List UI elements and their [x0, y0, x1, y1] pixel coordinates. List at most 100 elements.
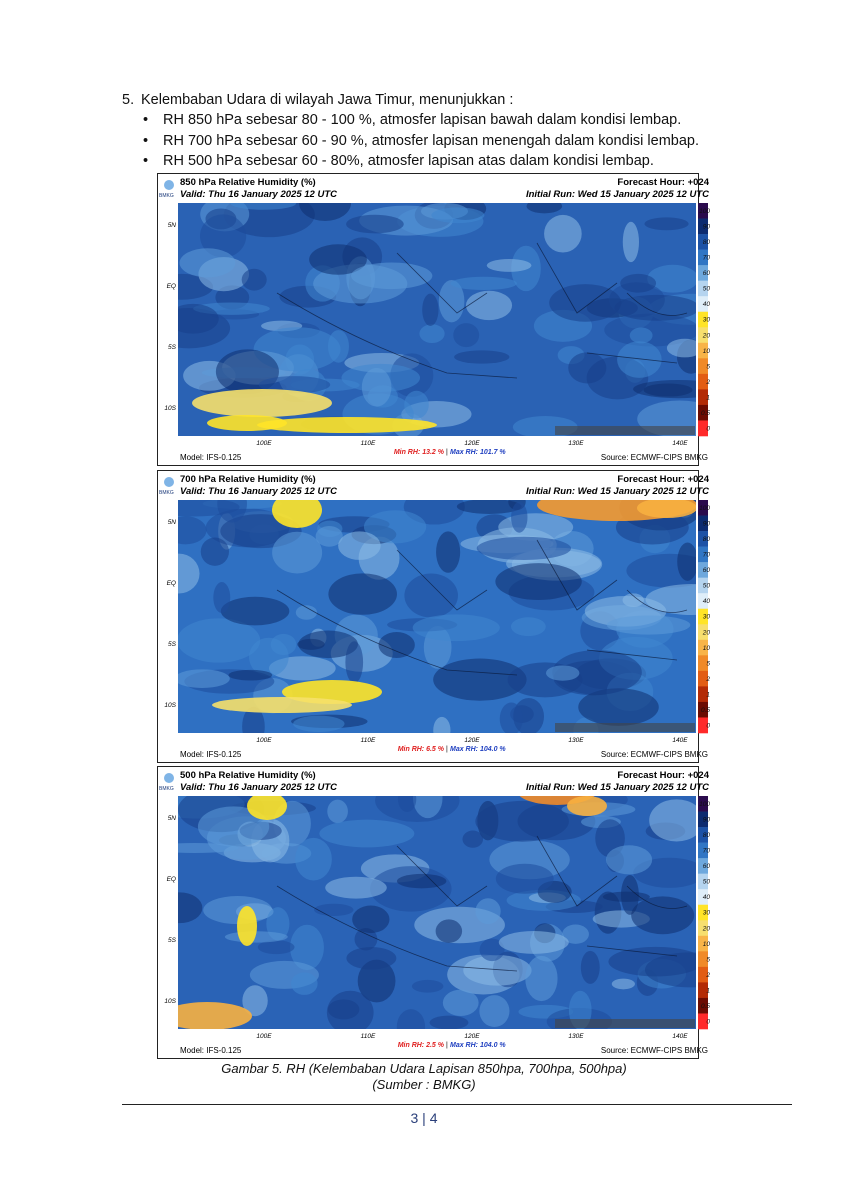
lon-label: 140E: [672, 737, 688, 744]
colorbar-label: 80: [703, 536, 711, 543]
humidity-patch: [326, 990, 374, 1029]
humidity-patch: [299, 203, 352, 222]
colorbar-cell: [698, 311, 708, 328]
colorbar-label: 60: [703, 567, 711, 574]
rh-map: BMKG 700 hPa Relative Humidity (%)Valid: …: [157, 470, 711, 763]
page-number: 3 | 4: [410, 1110, 438, 1126]
lon-label: 110E: [361, 737, 376, 744]
colorbar-label: 90: [703, 521, 711, 528]
colorbar-cell: [698, 1013, 708, 1030]
colorbar-cell: [698, 234, 708, 250]
colorbar-cell: [698, 515, 708, 532]
colorbar-label: 0: [706, 425, 710, 432]
humidity-patch: [200, 537, 229, 566]
humidity-patch: [327, 799, 348, 824]
humidity-patch: [293, 715, 345, 732]
colorbar-cell: [698, 827, 708, 843]
colorbar-label: 10: [703, 941, 711, 948]
humidity-patch: [645, 584, 696, 615]
colorbar-cell: [698, 608, 708, 625]
colorbar-cell: [698, 686, 708, 703]
humidity-patch: [297, 638, 325, 650]
colorbar-cell: [698, 842, 708, 859]
humidity-patch: [396, 1009, 426, 1029]
lat-label: 5S: [168, 344, 177, 351]
humidity-patch: [228, 669, 273, 681]
humidity-patch: [495, 863, 554, 894]
lon-label: 110E: [361, 1033, 376, 1040]
lat-label: 10S: [164, 998, 176, 1005]
colorbar-cell: [698, 951, 708, 968]
copyright-strip: [555, 723, 695, 732]
humidity-patch: [429, 1015, 469, 1029]
humidity-patch: [498, 930, 569, 954]
humidity-patch: [666, 338, 696, 358]
humidity-patch: [328, 573, 397, 615]
colorbar-cell: [698, 358, 708, 375]
min-rh: Min RH: 6.5 %: [398, 746, 445, 753]
humidity-patch: [454, 350, 510, 364]
humidity-patch: [197, 806, 270, 847]
colorbar-cell: [698, 249, 708, 266]
humidity-patch: [178, 892, 203, 924]
humidity-patch: [295, 605, 318, 620]
lon-label: 120E: [464, 440, 480, 447]
lon-label: 130E: [568, 737, 584, 744]
logo: BMKG: [159, 786, 174, 792]
humidity-patch: [315, 526, 343, 547]
colorbar-label: 20: [702, 332, 711, 339]
humidity-patch: [499, 702, 523, 733]
colorbar-cell: [698, 873, 708, 890]
colorbar-cell: [698, 327, 708, 344]
colorbar-label: 0.5: [701, 410, 710, 417]
humidity-patch: [465, 290, 513, 321]
humidity-patch: [486, 259, 532, 272]
max-rh: Max RH: 104.0 %: [450, 746, 506, 753]
colorbar-cell: [698, 904, 708, 921]
dry-patch: [247, 796, 287, 820]
colorbar-label: 5: [706, 363, 710, 370]
source: Source: ECMWF-CIPS BMKG: [601, 453, 708, 462]
colorbar-cell: [698, 701, 708, 718]
map-title: 700 hPa Relative Humidity (%): [180, 474, 316, 485]
colorbar-label: 1: [706, 691, 710, 698]
humidity-patch: [525, 955, 558, 1002]
initial-run: Initial Run: Wed 15 January 2025 12 UTC: [526, 189, 709, 200]
colorbar-cell: [698, 966, 708, 983]
dry-patch: [178, 1002, 252, 1029]
lon-label: 130E: [568, 1033, 584, 1040]
humidity-patch: [463, 955, 532, 986]
colorbar-cell: [698, 203, 708, 219]
copyright-strip: [555, 426, 695, 435]
humidity-patch: [604, 313, 696, 347]
lon-label: 140E: [672, 440, 688, 447]
humidity-patch: [295, 837, 332, 881]
humidity-patch: [631, 896, 695, 935]
lat-label: EQ: [167, 580, 176, 587]
bullet: •: [143, 133, 149, 149]
humidity-patch: [552, 650, 642, 695]
colorbar-label: 60: [703, 863, 711, 870]
humidity-patch: [242, 985, 268, 1017]
humidity-patch: [545, 665, 580, 681]
dry-patch: [192, 389, 332, 417]
colorbar-label: 50: [703, 583, 711, 590]
colorbar-cell: [698, 717, 708, 734]
colorbar-cell: [698, 796, 708, 812]
colorbar-label: 2: [705, 379, 710, 386]
humidity-patch: [479, 938, 505, 962]
caption: (Sumber : BMKG): [372, 1077, 476, 1092]
rh-separator: |: [446, 746, 448, 753]
humidity-patch: [495, 563, 582, 600]
colorbar-label: 20: [702, 629, 711, 636]
humidity-patch: [309, 244, 367, 275]
initial-run: Initial Run: Wed 15 January 2025 12 UTC: [526, 782, 709, 793]
humidity-patch: [253, 327, 341, 372]
humidity-patch: [614, 294, 696, 321]
colorbar-label: 5: [706, 956, 710, 963]
colorbar-label: 40: [703, 301, 711, 308]
humidity-patch: [319, 819, 415, 848]
rh-map: BMKG 500 hPa Relative Humidity (%)Valid: …: [157, 766, 711, 1059]
colorbar-label: 1: [706, 394, 710, 401]
